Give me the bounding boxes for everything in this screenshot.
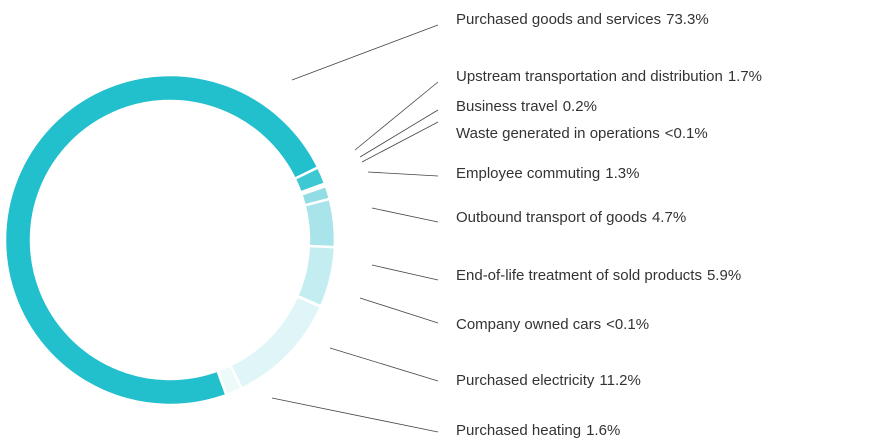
slice-label: Purchased electricity 11.2% [456, 372, 641, 389]
leader-line [291, 24, 439, 81]
category-name: Company owned cars [456, 316, 601, 333]
value-label: 4.7% [652, 209, 686, 226]
leader-line [329, 347, 439, 382]
donut-segment [303, 197, 337, 249]
value-label: 1.7% [728, 68, 762, 85]
value-label: 0.2% [563, 98, 597, 115]
donut-segment [3, 73, 320, 407]
value-label: 11.2% [599, 372, 640, 389]
category-name: Purchased goods and services [456, 11, 661, 28]
slice-label: Outbound transport of goods 4.7% [456, 209, 686, 226]
slice-label: End-of-life treatment of sold products 5.… [456, 267, 741, 284]
category-name: Purchased electricity [456, 372, 595, 389]
value-label: 1.6% [586, 422, 620, 439]
leader-line [271, 397, 439, 433]
leader-line [371, 207, 439, 223]
slice-label: Business travel 0.2% [456, 98, 597, 115]
donut-segment [215, 363, 244, 397]
slice-label: Purchased heating 1.6% [456, 422, 620, 439]
value-label: 73.3% [666, 11, 709, 28]
leader-line [371, 264, 439, 281]
value-label: <0.1% [665, 125, 708, 142]
category-name: Outbound transport of goods [456, 209, 647, 226]
leader-line [354, 81, 439, 151]
slice-label: Company owned cars <0.1% [456, 316, 649, 333]
leader-line [361, 121, 439, 163]
slice-label: Waste generated in operations <0.1% [456, 125, 708, 142]
leader-line [359, 297, 439, 324]
leader-line [359, 109, 439, 158]
value-label: 5.9% [707, 267, 741, 284]
category-name: Upstream transportation and distribution [456, 68, 723, 85]
category-name: Business travel [456, 98, 558, 115]
leader-line [367, 171, 439, 177]
donut-segment [228, 294, 323, 391]
slice-label: Purchased goods and services 73.3% [456, 11, 709, 28]
value-label: <0.1% [606, 316, 649, 333]
value-label: 1.3% [605, 165, 639, 182]
category-name: Waste generated in operations [456, 125, 660, 142]
category-name: Employee commuting [456, 165, 600, 182]
slice-label: Upstream transportation and distribution… [456, 68, 762, 85]
category-name: Purchased heating [456, 422, 581, 439]
category-name: End-of-life treatment of sold products [456, 267, 702, 284]
slice-label: Employee commuting 1.3% [456, 165, 639, 182]
